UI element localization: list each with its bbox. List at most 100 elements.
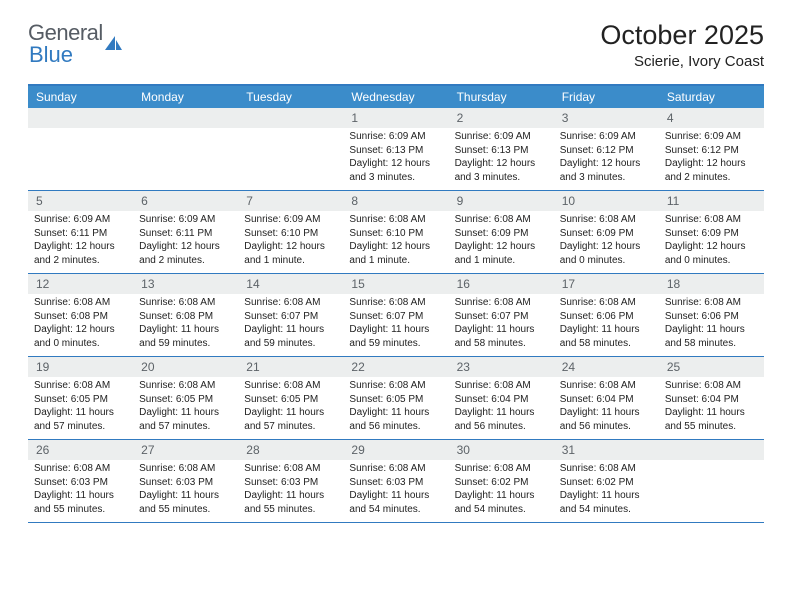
header: GeneralBlue October 2025 Scierie, Ivory … xyxy=(28,20,764,70)
sunrise-text: Sunrise: 6:08 AM xyxy=(34,296,127,310)
daylight-text: Daylight: 11 hours and 55 minutes. xyxy=(139,489,232,516)
daylight-text: Daylight: 11 hours and 58 minutes. xyxy=(560,323,653,350)
week-row: 567891011Sunrise: 6:09 AMSunset: 6:11 PM… xyxy=(28,191,764,274)
day-body: Sunrise: 6:08 AMSunset: 6:07 PMDaylight:… xyxy=(343,294,448,356)
day-number: 26 xyxy=(28,440,133,460)
day-body xyxy=(238,128,343,190)
sunrise-text: Sunrise: 6:08 AM xyxy=(560,213,653,227)
daylight-text: Daylight: 11 hours and 56 minutes. xyxy=(560,406,653,433)
sunrise-text: Sunrise: 6:09 AM xyxy=(139,213,232,227)
daylight-text: Daylight: 12 hours and 1 minute. xyxy=(244,240,337,267)
day-body: Sunrise: 6:08 AMSunset: 6:04 PMDaylight:… xyxy=(449,377,554,439)
sunset-text: Sunset: 6:09 PM xyxy=(560,227,653,241)
dow-mon: Monday xyxy=(133,86,238,108)
sunrise-text: Sunrise: 6:08 AM xyxy=(139,462,232,476)
day-number: 10 xyxy=(554,191,659,211)
sunset-text: Sunset: 6:06 PM xyxy=(665,310,758,324)
day-body: Sunrise: 6:09 AMSunset: 6:12 PMDaylight:… xyxy=(554,128,659,190)
sunset-text: Sunset: 6:09 PM xyxy=(455,227,548,241)
daylight-text: Daylight: 12 hours and 0 minutes. xyxy=(34,323,127,350)
daylight-text: Daylight: 11 hours and 56 minutes. xyxy=(349,406,442,433)
daylight-text: Daylight: 11 hours and 56 minutes. xyxy=(455,406,548,433)
sunrise-text: Sunrise: 6:08 AM xyxy=(455,296,548,310)
daybody-row: Sunrise: 6:08 AMSunset: 6:05 PMDaylight:… xyxy=(28,377,764,439)
dow-sun: Sunday xyxy=(28,86,133,108)
daylight-text: Daylight: 12 hours and 2 minutes. xyxy=(665,157,758,184)
daylight-text: Daylight: 11 hours and 54 minutes. xyxy=(560,489,653,516)
day-body: Sunrise: 6:08 AMSunset: 6:03 PMDaylight:… xyxy=(238,460,343,522)
sunset-text: Sunset: 6:13 PM xyxy=(455,144,548,158)
sunrise-text: Sunrise: 6:09 AM xyxy=(349,130,442,144)
day-body: Sunrise: 6:09 AMSunset: 6:11 PMDaylight:… xyxy=(28,211,133,273)
daybody-row: Sunrise: 6:08 AMSunset: 6:08 PMDaylight:… xyxy=(28,294,764,356)
sunset-text: Sunset: 6:12 PM xyxy=(665,144,758,158)
daylight-text: Daylight: 12 hours and 1 minute. xyxy=(455,240,548,267)
sunset-text: Sunset: 6:10 PM xyxy=(349,227,442,241)
day-number: 27 xyxy=(133,440,238,460)
daybody-row: Sunrise: 6:08 AM Sunset: 6:03 PM Daylight:… xyxy=(28,460,764,522)
day-body: Sunrise: 6:08 AMSunset: 6:10 PMDaylight:… xyxy=(343,211,448,273)
day-body: Sunrise: 6:08 AMSunset: 6:06 PMDaylight:… xyxy=(554,294,659,356)
day-number: 6 xyxy=(133,191,238,211)
day-body: Sunrise: 6:08 AMSunset: 6:09 PMDaylight:… xyxy=(449,211,554,273)
sunrise-text: Sunrise: 6:08 AM xyxy=(139,296,232,310)
logo: GeneralBlue xyxy=(28,20,123,68)
day-body: Sunrise: 6:08 AMSunset: 6:07 PMDaylight:… xyxy=(238,294,343,356)
sunrise-text: Sunrise: 6:08 AM xyxy=(560,462,653,476)
sunset-text: Sunset: 6:03 PM xyxy=(244,476,337,490)
day-body xyxy=(133,128,238,190)
day-number: 5 xyxy=(28,191,133,211)
sunrise-text: Sunrise: 6:08 AM xyxy=(139,379,232,393)
daynum-row: 1234 xyxy=(28,108,764,128)
sunrise-text: Sunrise: 6:08 AM xyxy=(455,462,548,476)
day-number xyxy=(133,108,238,128)
sunrise-text: Sunrise: 6:08 AM xyxy=(560,296,653,310)
daylight-text: Daylight: 11 hours and 58 minutes. xyxy=(455,323,548,350)
sunrise-text: Sunrise: 6:08 AM xyxy=(560,379,653,393)
sunrise-text: Sunrise: 6:08 AM xyxy=(665,296,758,310)
dow-tue: Tuesday xyxy=(238,86,343,108)
day-number: 16 xyxy=(449,274,554,294)
title-block: October 2025 Scierie, Ivory Coast xyxy=(600,20,764,70)
day-number: 21 xyxy=(238,357,343,377)
sunset-text: Sunset: 6:04 PM xyxy=(560,393,653,407)
sunset-text: Sunset: 6:02 PM xyxy=(560,476,653,490)
day-number: 18 xyxy=(659,274,764,294)
daylight-text: Daylight: 11 hours and 55 minutes. xyxy=(665,406,758,433)
sunrise-text: Sunrise: 6:08 AM xyxy=(349,462,442,476)
daylight-text: Daylight: 11 hours and 59 minutes. xyxy=(244,323,337,350)
sunrise-text: Sunrise: 6:08 AM xyxy=(349,296,442,310)
daylight-text: Daylight: 11 hours and 58 minutes. xyxy=(665,323,758,350)
day-number: 15 xyxy=(343,274,448,294)
sunset-text: Sunset: 6:04 PM xyxy=(665,393,758,407)
sunset-text: Sunset: 6:05 PM xyxy=(139,393,232,407)
day-body: Sunrise: 6:08 AMSunset: 6:03 PMDaylight:… xyxy=(343,460,448,522)
day-number: 11 xyxy=(659,191,764,211)
sunrise-text: Sunrise: 6:09 AM xyxy=(665,130,758,144)
daylight-text: Daylight: 12 hours and 2 minutes. xyxy=(34,240,127,267)
day-body xyxy=(28,128,133,190)
day-number: 20 xyxy=(133,357,238,377)
daynum-row: 262728293031 xyxy=(28,440,764,460)
dow-thu: Thursday xyxy=(449,86,554,108)
day-number xyxy=(28,108,133,128)
daylight-text: Daylight: 12 hours and 0 minutes. xyxy=(665,240,758,267)
day-number xyxy=(659,440,764,460)
daylight-text: Daylight: 12 hours and 1 minute. xyxy=(349,240,442,267)
day-number: 23 xyxy=(449,357,554,377)
sail-icon xyxy=(105,30,123,44)
sunrise-text: Sunrise: 6:09 AM xyxy=(34,213,127,227)
sunset-text: Sunset: 6:05 PM xyxy=(349,393,442,407)
dow-sat: Saturday xyxy=(659,86,764,108)
day-number: 1 xyxy=(343,108,448,128)
sunrise-text: Sunrise: 6:08 AM xyxy=(665,379,758,393)
sunset-text: Sunset: 6:08 PM xyxy=(34,310,127,324)
day-body: Sunrise: 6:08 AMSunset: 6:03 PMDaylight:… xyxy=(133,460,238,522)
sunrise-text: Sunrise: 6:09 AM xyxy=(455,130,548,144)
day-number: 22 xyxy=(343,357,448,377)
day-number: 7 xyxy=(238,191,343,211)
sunset-text: Sunset: 6:02 PM xyxy=(455,476,548,490)
day-body: Sunrise: 6:08 AMSunset: 6:09 PMDaylight:… xyxy=(554,211,659,273)
day-number: 30 xyxy=(449,440,554,460)
day-body: Sunrise: 6:08 AMSunset: 6:02 PMDaylight:… xyxy=(554,460,659,522)
